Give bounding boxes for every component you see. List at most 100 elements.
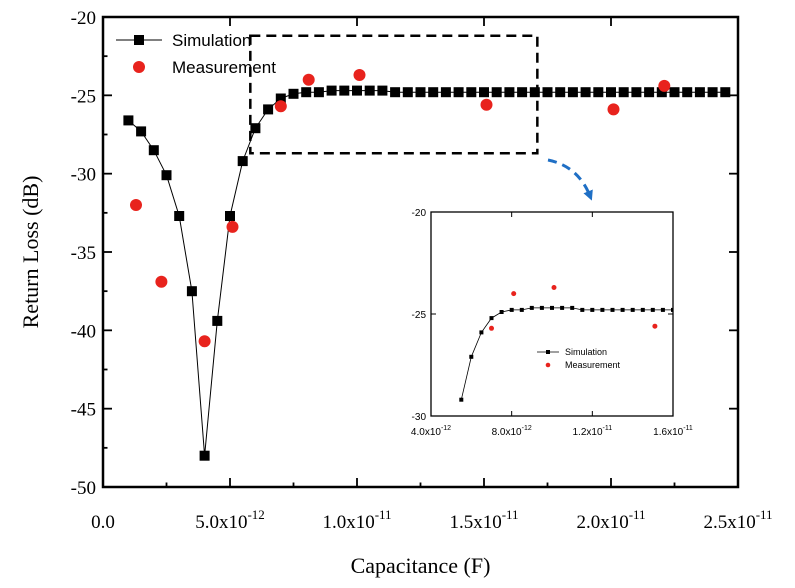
simulation-point: [174, 211, 185, 221]
simulation-point: [250, 123, 261, 134]
simulation-point: [517, 87, 528, 98]
x-tick-label: 0.0: [91, 512, 115, 533]
inset-x-tick-exponent: -12: [441, 425, 451, 432]
inset-legend-measurement-label: Measurement: [565, 360, 621, 370]
simulation-point: [631, 87, 642, 98]
inset-simulation-point: [580, 307, 585, 312]
simulation-point: [606, 87, 616, 98]
inset-simulation-point: [570, 305, 575, 310]
inset-x-tick-exponent: -11: [683, 425, 693, 432]
simulation-point: [301, 87, 312, 98]
legend-measurement-marker: [133, 61, 145, 73]
inset-y-tick-label: -25: [412, 310, 427, 321]
simulation-point: [275, 93, 286, 104]
measurement-point: [302, 73, 315, 86]
x-tick-label: 1.0x10-11: [322, 507, 391, 533]
simulation-point: [542, 87, 553, 98]
inset-plot-area: [459, 285, 673, 402]
simulation-point: [390, 87, 401, 98]
inset-measurement-point: [551, 285, 557, 290]
y-tick-label: -40: [71, 321, 96, 342]
inset-simulation-point: [469, 354, 474, 359]
inset-simulation-point: [539, 305, 544, 310]
y-tick-label: -30: [71, 165, 96, 186]
inset-simulation-point: [489, 316, 494, 321]
measurement-point: [130, 199, 142, 211]
simulation-point: [580, 87, 591, 98]
inset-simulation-point: [620, 307, 625, 312]
plot-area: [123, 69, 731, 461]
simulation-point: [263, 104, 274, 115]
inset-simulation-point: [560, 305, 565, 310]
legend-simulation-label: Simulation: [172, 31, 251, 50]
measurement-point: [658, 79, 671, 92]
x-tick-exponent: -12: [247, 507, 264, 522]
inset-plot: 4.0x10-12 8.0x10-12 1.2x10-11 1.6x10-11-30-…: [369, 200, 701, 446]
simulation-point: [593, 87, 604, 98]
inset-measurement-point: [489, 325, 494, 331]
simulation-point: [669, 87, 680, 98]
simulation-point: [440, 87, 451, 98]
inset-x-tick-label: 8.0x10-12: [492, 425, 532, 438]
measurement-point: [274, 100, 287, 113]
inset-x-tick-exponent: -12: [522, 425, 532, 432]
simulation-point: [288, 88, 299, 99]
y-axis-title: Return Loss (dB): [18, 176, 43, 329]
x-tick-mantissa: 0.0: [91, 512, 115, 533]
inset-simulation-line: [460, 307, 673, 400]
x-axis-title: Capacitance (F): [351, 553, 491, 578]
y-tick-label: -35: [71, 243, 96, 264]
simulation-point: [428, 87, 439, 98]
inset-simulation-point: [529, 305, 534, 310]
simulation-point: [364, 85, 375, 96]
simulation-point: [237, 156, 248, 167]
x-tick-exponent: -11: [629, 507, 646, 522]
simulation-point: [567, 87, 578, 98]
inset-simulation-point: [550, 305, 554, 310]
simulation-point: [707, 87, 718, 98]
x-tick-mantissa: 2.5x10: [703, 512, 755, 533]
zoom-arrow: [547, 158, 593, 201]
inset-x-tick-mantissa: 8.0x10: [492, 427, 522, 438]
inset-x-tick-label: 4.0x10-12: [411, 425, 451, 438]
x-tick-mantissa: 1.0x10: [322, 512, 374, 533]
simulation-point: [466, 87, 477, 98]
y-tick-label: -25: [71, 86, 96, 107]
simulation-point: [656, 87, 667, 98]
x-tick-mantissa: 2.0x10: [576, 512, 628, 533]
simulation-point: [644, 87, 655, 98]
simulation-point: [682, 87, 693, 98]
x-tick-mantissa: 5.0x10: [195, 512, 247, 533]
inset-x-tick-label: 1.6x10-11: [653, 425, 693, 438]
measurement-point: [155, 275, 168, 288]
x-tick-mantissa: 1.5x10: [449, 512, 501, 533]
y-tick-label: -50: [71, 478, 96, 499]
y-tick-label: -45: [71, 400, 96, 421]
simulation-point: [339, 85, 350, 96]
simulation-point: [161, 170, 172, 181]
inset-x-tick-mantissa: 1.6x10: [653, 427, 683, 438]
inset-measurement-point: [652, 323, 658, 329]
simulation-point: [618, 87, 629, 98]
y-tick-label: -20: [71, 8, 96, 29]
simulation-point: [148, 145, 159, 156]
simulation-point: [694, 87, 705, 98]
measurement-point: [353, 69, 366, 81]
legend-measurement-label: Measurement: [172, 58, 276, 77]
inset-simulation-point: [519, 307, 524, 312]
inset-y-tick-label: -30: [412, 412, 427, 423]
x-tick-label: 5.0x10-12: [195, 507, 265, 533]
inset-simulation-point: [630, 307, 635, 312]
simulation-point: [504, 87, 515, 98]
simulation-point: [529, 87, 540, 98]
inset-x-tick-mantissa: 1.2x10: [573, 427, 603, 438]
x-tick-label: 1.5x10-11: [449, 507, 518, 533]
inset-simulation-point: [610, 307, 615, 312]
simulation-point: [491, 87, 502, 98]
inset-simulation-point: [590, 307, 595, 312]
x-tick-label: 2.0x10-11: [576, 507, 645, 533]
x-tick-label: 2.5x10-11: [703, 507, 772, 533]
simulation-point: [225, 211, 235, 221]
x-tick-exponent: -11: [375, 507, 392, 522]
